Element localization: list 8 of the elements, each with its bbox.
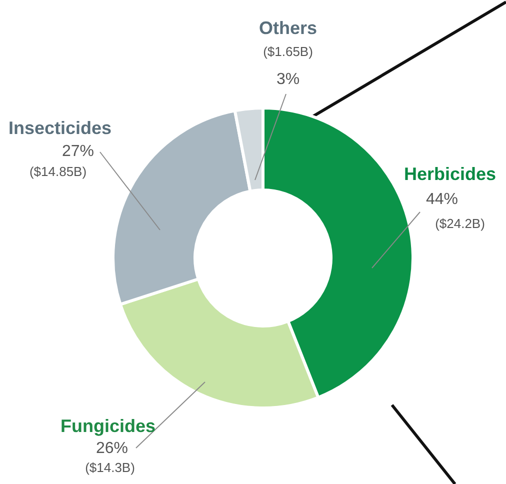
slice-label: Others xyxy=(258,18,318,38)
data-label: 26% ($14.3B) xyxy=(85,440,135,475)
data-label: 27% ($14.85B) xyxy=(29,143,94,179)
slice-label: Insecticides xyxy=(8,118,112,138)
slice-label: Herbicides xyxy=(404,164,496,184)
data-label: 44% ($24.2B) xyxy=(426,191,485,231)
slice-label: Fungicides xyxy=(60,416,156,436)
data-label: ($1.65B) 3% xyxy=(263,44,313,88)
